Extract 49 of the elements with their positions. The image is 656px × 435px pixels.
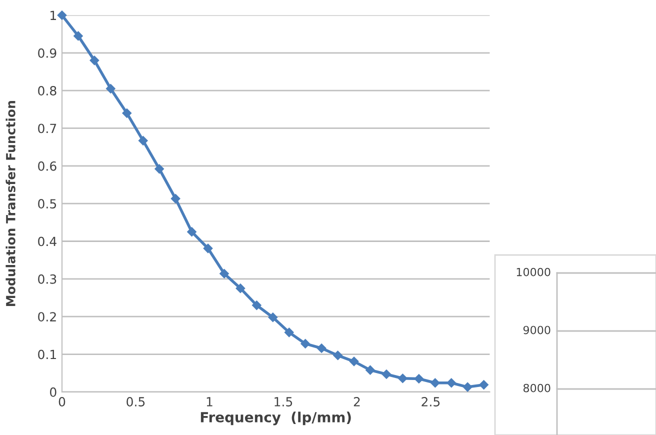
y-tick-label: 0.5 [38,199,56,209]
x-tick-label: 0.5 [126,397,145,406]
y-tick-label: 0.1 [38,350,56,360]
point [90,56,100,66]
point [284,328,294,338]
point [106,84,116,94]
point [300,339,310,348]
point [316,344,326,353]
point [414,374,424,384]
point [170,194,180,204]
point [462,382,472,392]
point [122,108,132,118]
point [479,380,488,390]
y-tick-label: 0.4 [38,236,56,246]
text: 9000 [523,326,550,334]
point [74,31,83,41]
point [154,164,164,174]
point [446,378,456,388]
y-tick-label: 0.9 [38,48,56,58]
y-tick-label: 0.3 [38,274,56,284]
y-axis-title: Modulation Transfer Function [6,101,16,306]
point [236,284,246,293]
x-tick-label: 1 [206,397,212,406]
point [220,269,229,278]
point [398,374,408,383]
point [382,370,392,379]
y-tick-label: 1 [50,10,56,20]
x-tick-label: 1.5 [274,397,292,406]
point [138,136,148,146]
x-tick-label: 2.5 [422,397,440,406]
y-tick-label: 0.7 [38,124,56,134]
point [366,365,375,375]
point [349,356,359,366]
x-tick-label: 0 [58,397,66,406]
point [57,10,67,20]
point [252,300,262,310]
x-axis-title: Frequency (lp/mm) [200,412,351,426]
point [203,244,213,254]
point [268,312,278,322]
text: 8000 [523,384,550,392]
x-tick-label: 2 [354,397,360,406]
text: 10000 [516,268,550,276]
y-tick-label: 0 [50,387,56,397]
point [333,350,342,360]
y-tick-label: 0.2 [38,312,56,322]
point [187,227,196,236]
point [430,378,440,388]
y-tick-label: 0.8 [38,86,56,96]
y-tick-label: 0.6 [38,161,56,171]
